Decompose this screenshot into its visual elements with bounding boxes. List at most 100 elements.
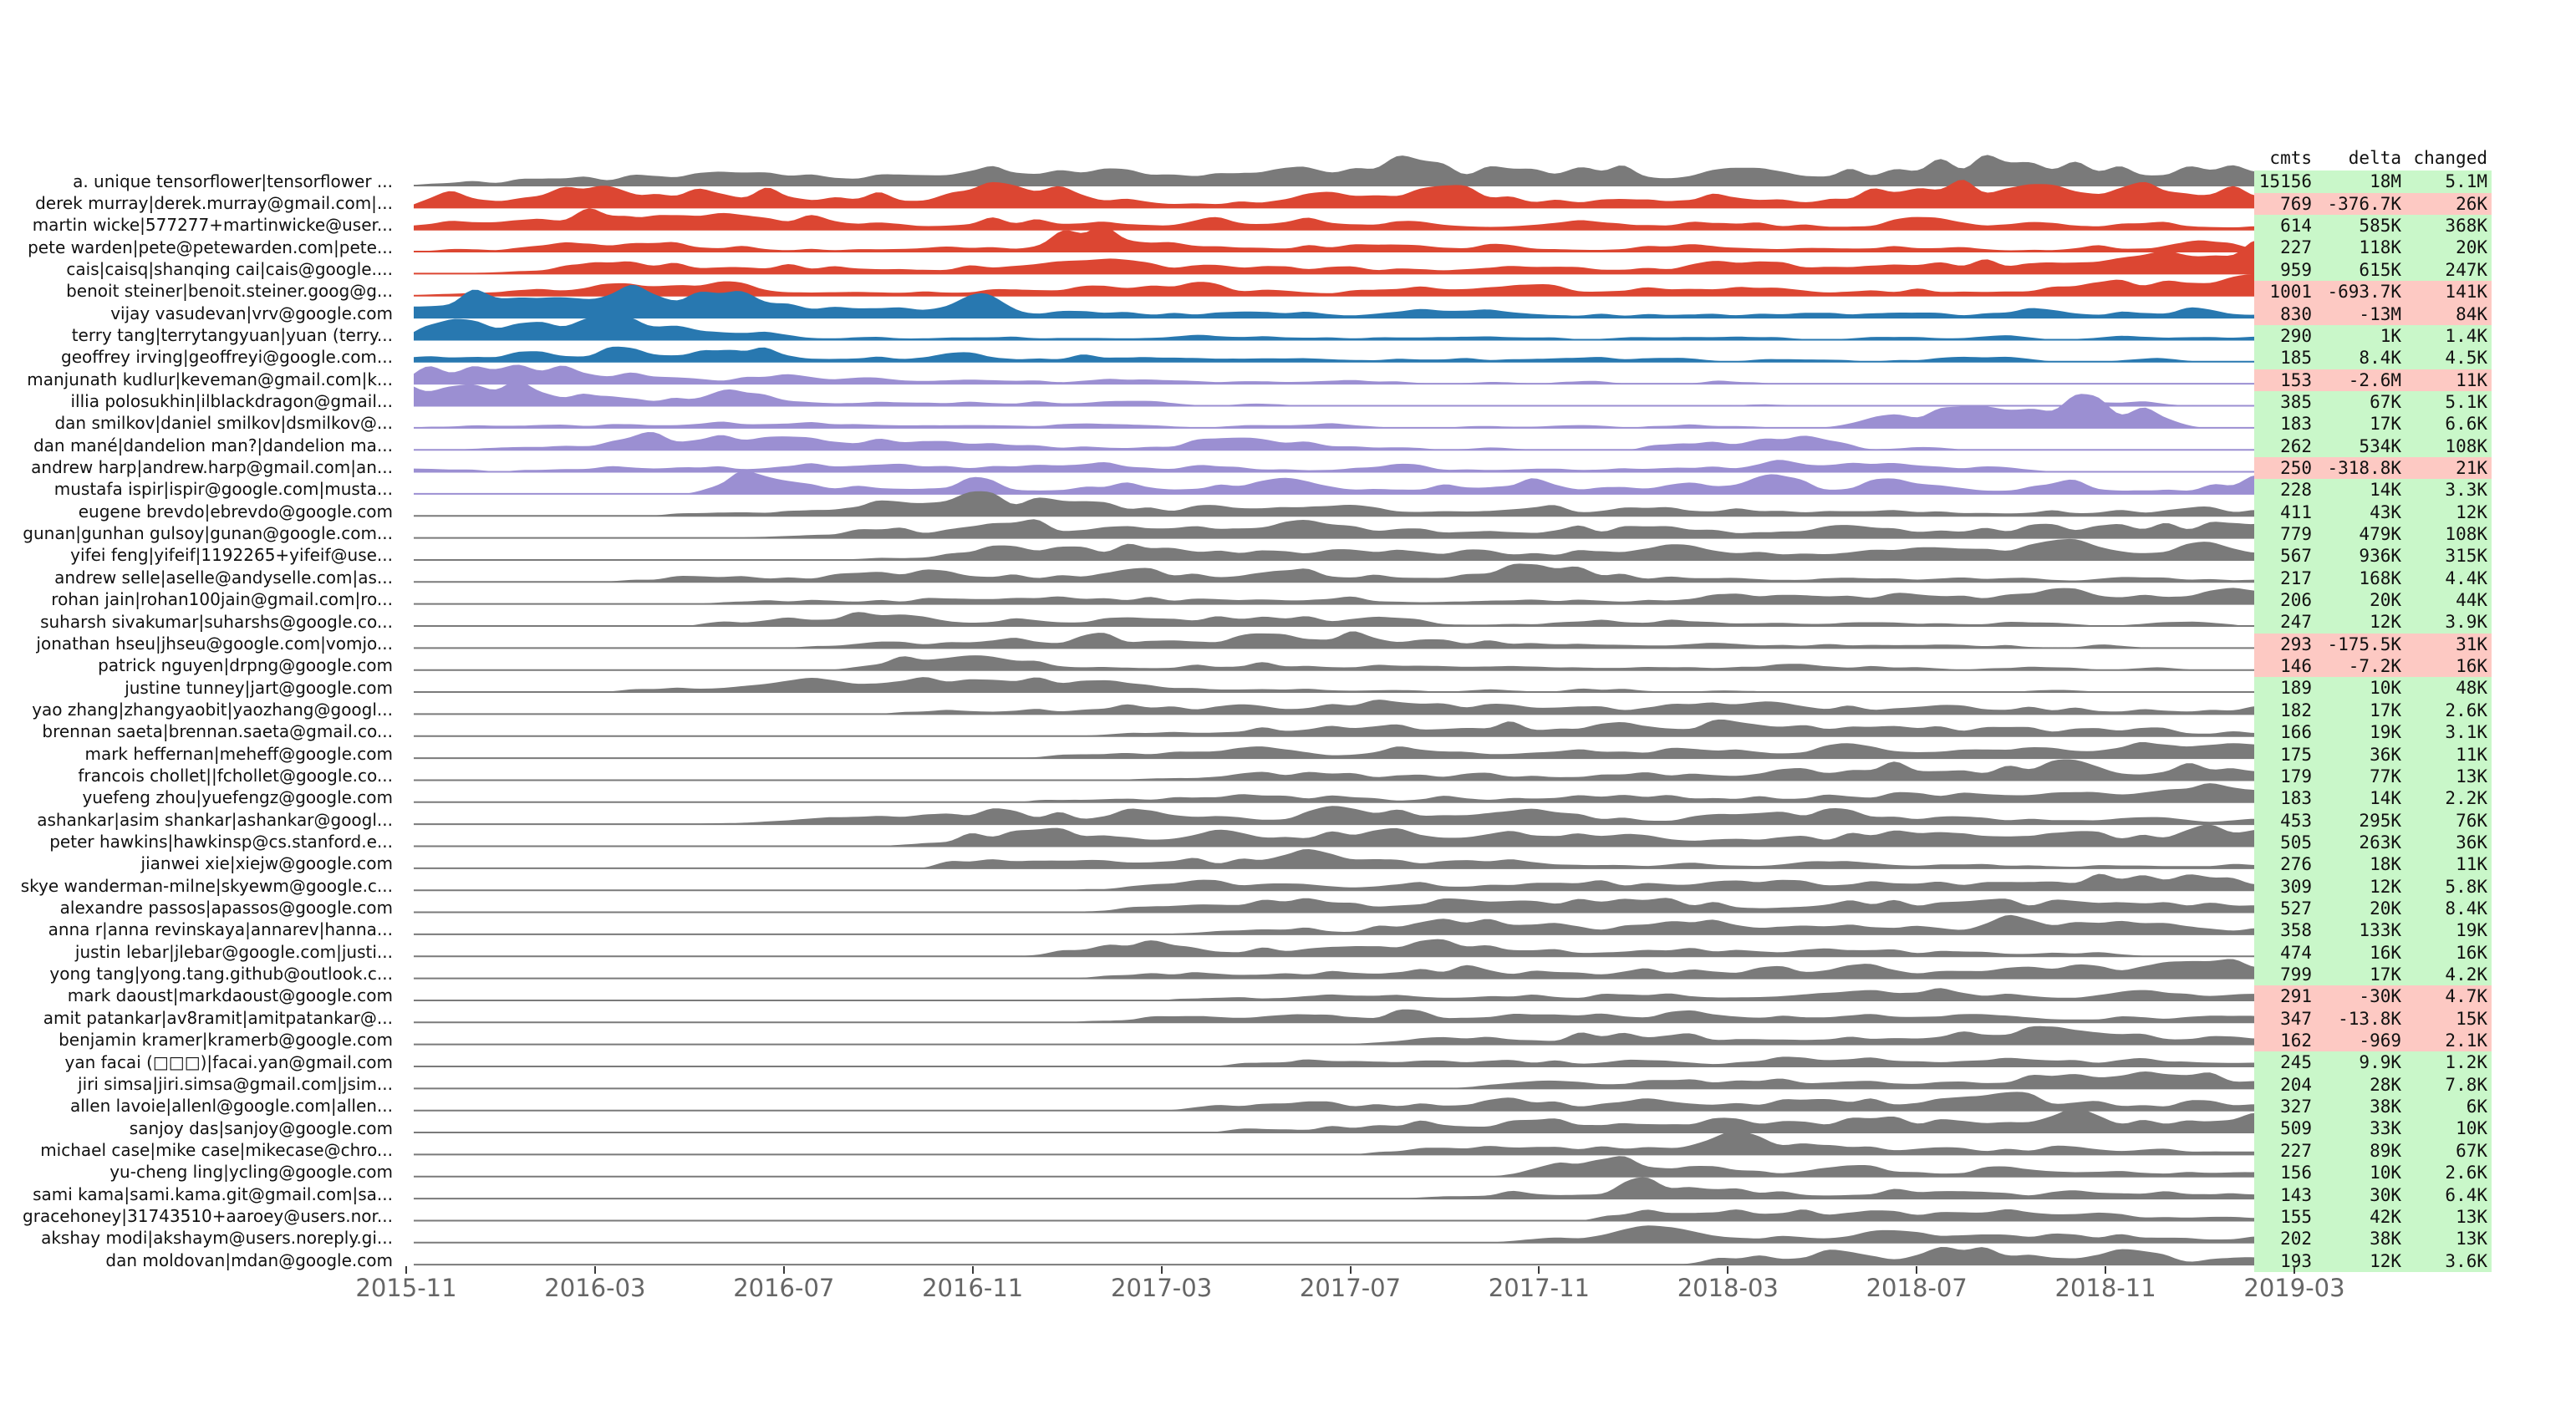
cmts-value: 155 bbox=[2280, 1206, 2312, 1227]
x-tick-mark bbox=[971, 1266, 974, 1274]
contributor-label: mustafa ispir|ispir@google.com|musta... bbox=[53, 479, 393, 500]
cmts-value: 614 bbox=[2280, 216, 2312, 237]
table-row: 162 -969 2.1K bbox=[2254, 1030, 2492, 1052]
x-tick-mark bbox=[2105, 1266, 2107, 1274]
delta-value: 38K bbox=[2370, 1097, 2401, 1117]
table-row: 358 133K 19K bbox=[2254, 919, 2492, 942]
activity-area bbox=[414, 1056, 2267, 1066]
changed-value: 2.6K bbox=[2445, 1163, 2487, 1183]
changed-value: 48K bbox=[2456, 678, 2487, 699]
delta-value: -693.7K bbox=[2327, 282, 2401, 303]
contributor-label: amit patankar|av8ramit|amitpatankar@... bbox=[43, 1007, 393, 1028]
changed-value: 108K bbox=[2445, 524, 2487, 544]
table-row: 228 14K 3.3K bbox=[2254, 479, 2492, 501]
contributor-label: yao zhang|zhangyaobit|yaozhang@googl... bbox=[32, 699, 393, 720]
delta-value: 18M bbox=[2370, 171, 2401, 192]
activity-area bbox=[414, 1247, 2267, 1265]
changed-value: 16K bbox=[2456, 942, 2487, 963]
contributor-label: martin wicke|577277+martinwicke@user... bbox=[32, 215, 393, 236]
contributor-label: yuefeng zhou|yuefengz@google.com bbox=[82, 787, 393, 808]
column-header-cmts: cmts bbox=[2269, 148, 2312, 168]
contributor-label: dan mané|dandelion man?|dandelion ma... bbox=[33, 435, 393, 455]
table-row: 959 615K 247K bbox=[2254, 258, 2492, 282]
x-tick-mark bbox=[1538, 1266, 1540, 1274]
activity-area bbox=[414, 1177, 2267, 1199]
table-row: 347 -13.8K 15K bbox=[2254, 1007, 2492, 1031]
cmts-value: 959 bbox=[2280, 259, 2312, 280]
x-tick-label: 2018-03 bbox=[1677, 1274, 1779, 1302]
cmts-value: 799 bbox=[2280, 964, 2312, 985]
contributor-label: illia polosukhin|ilblackdragon@gmail... bbox=[70, 391, 394, 411]
table-row: 217 168K 4.4K bbox=[2254, 567, 2492, 590]
table-row: 799 17K 4.2K bbox=[2254, 964, 2492, 986]
contributor-label: alexandre passos|apassos@google.com bbox=[59, 898, 393, 919]
delta-value: 534K bbox=[2359, 435, 2401, 456]
changed-value: 368K bbox=[2445, 216, 2487, 237]
changed-value: 36K bbox=[2456, 832, 2487, 852]
activity-area bbox=[414, 315, 2267, 340]
delta-value: 8.4K bbox=[2359, 348, 2401, 369]
cmts-value: 146 bbox=[2280, 656, 2312, 677]
table-row: 153 -2.6M 11K bbox=[2254, 369, 2492, 391]
activity-area bbox=[414, 1209, 2267, 1221]
changed-value: 5.1M bbox=[2445, 171, 2487, 192]
cmts-value: 189 bbox=[2280, 678, 2312, 699]
activity-area bbox=[414, 700, 2267, 715]
table-row: 183 17K 6.6K bbox=[2254, 413, 2492, 435]
activity-area bbox=[414, 155, 2267, 186]
activity-area bbox=[414, 873, 2267, 891]
contributor-label: jonathan hseu|jhseu@google.com|vomjo... bbox=[36, 633, 393, 654]
changed-value: 3.1K bbox=[2445, 722, 2487, 743]
activity-area bbox=[414, 239, 2267, 274]
table-row: 527 20K 8.4K bbox=[2254, 897, 2492, 920]
cmts-value: 293 bbox=[2280, 634, 2312, 654]
cmts-value: 527 bbox=[2280, 898, 2312, 919]
contributor-label: dan smilkov|daniel smilkov|dsmilkov@... bbox=[54, 413, 393, 434]
delta-value: -13M bbox=[2359, 303, 2401, 324]
delta-value: 89K bbox=[2370, 1140, 2401, 1161]
table-row: 189 10K 48K bbox=[2254, 677, 2492, 700]
table-row: 276 18K 11K bbox=[2254, 853, 2492, 876]
contributor-label: mark heffernan|meheff@google.com bbox=[84, 743, 393, 764]
activity-area bbox=[414, 180, 2267, 208]
activity-area bbox=[414, 226, 2267, 252]
delta-value: 17K bbox=[2370, 414, 2401, 435]
contributor-label: vijay vasudevan|vrv@google.com bbox=[110, 303, 393, 323]
activity-area bbox=[414, 677, 2267, 693]
cmts-value: 143 bbox=[2280, 1184, 2312, 1205]
changed-value: 76K bbox=[2456, 810, 2487, 831]
changed-value: 11K bbox=[2456, 854, 2487, 875]
changed-value: 4.4K bbox=[2445, 567, 2487, 588]
table-row: 202 38K 13K bbox=[2254, 1228, 2492, 1250]
changed-value: 315K bbox=[2445, 546, 2487, 567]
contributor-label: andrew selle|aselle@andyselle.com|as... bbox=[54, 567, 393, 588]
x-tick-mark bbox=[1349, 1266, 1352, 1274]
table-row: 166 19K 3.1K bbox=[2254, 721, 2492, 744]
changed-value: 1.4K bbox=[2445, 325, 2487, 346]
changed-value: 108K bbox=[2445, 435, 2487, 456]
delta-value: -7.2K bbox=[2348, 656, 2401, 677]
cmts-value: 175 bbox=[2280, 744, 2312, 765]
activity-area bbox=[414, 1225, 2267, 1243]
x-tick-mark bbox=[1160, 1266, 1163, 1274]
delta-value: 10K bbox=[2370, 678, 2401, 699]
delta-value: 9.9K bbox=[2359, 1052, 2401, 1073]
cmts-value: 227 bbox=[2280, 1140, 2312, 1161]
delta-value: 17K bbox=[2370, 700, 2401, 720]
activity-area bbox=[414, 612, 2267, 626]
contributor-label: a. unique tensorflower|tensorflower ... bbox=[73, 170, 393, 191]
cmts-value: 567 bbox=[2280, 546, 2312, 567]
table-row: 156 10K 2.6K bbox=[2254, 1162, 2492, 1184]
activity-area bbox=[414, 988, 2267, 1000]
x-tick-label: 2016-07 bbox=[733, 1274, 835, 1302]
delta-value: 33K bbox=[2370, 1118, 2401, 1139]
delta-value: 19K bbox=[2370, 722, 2401, 743]
x-tick-label: 2015-11 bbox=[355, 1274, 457, 1302]
changed-value: 6.6K bbox=[2445, 414, 2487, 435]
changed-value: 19K bbox=[2456, 920, 2487, 941]
cmts-value: 156 bbox=[2280, 1163, 2312, 1183]
contributor-label: manjunath kudlur|keveman@gmail.com|k... bbox=[27, 369, 393, 389]
activity-area bbox=[414, 364, 2267, 384]
changed-value: 10K bbox=[2456, 1118, 2487, 1139]
